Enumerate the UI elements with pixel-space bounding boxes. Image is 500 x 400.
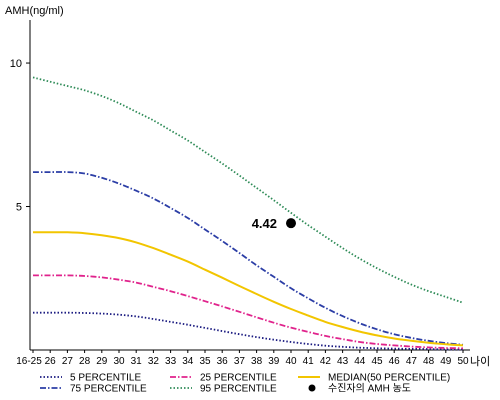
x-tick-label: 30: [113, 356, 125, 367]
x-tick-label: 36: [217, 356, 229, 367]
x-tick-label: 47: [406, 356, 418, 367]
x-axis-label: 나이: [470, 355, 490, 368]
x-ticks: 16-25 26 27 28 29 30 31 32 33 34 35 36 37 38 39 40 41 42 4…: [16, 350, 469, 367]
x-tick-label: 45: [371, 356, 383, 367]
legend-label-0: 5 PERCENTILE: [70, 373, 141, 384]
x-tick-label: 29: [96, 356, 108, 367]
x-tick-label: 44: [354, 356, 366, 367]
series-line-0: [32, 311, 464, 351]
x-tick-label: 43: [337, 356, 349, 367]
x-tick-label: 28: [79, 356, 91, 367]
x-tick-label: 16-25: [16, 356, 42, 367]
series-line-2: [33, 274, 464, 350]
series-lines: [32, 76, 464, 351]
series-line-3: [32, 76, 464, 304]
x-tick-label: 48: [423, 356, 435, 367]
y-tick-label: 10: [10, 58, 22, 70]
y-tick-label: 5: [16, 202, 22, 214]
x-tick-label: 26: [45, 356, 57, 367]
patient-point: 4.42: [252, 216, 296, 231]
y-ticks: 5 10: [10, 58, 30, 214]
axes: [29, 20, 470, 351]
x-tick-label: 34: [182, 356, 194, 367]
x-tick-label: 40: [285, 356, 297, 367]
patient-point-label: 4.42: [252, 216, 277, 231]
legend-label-patient: 수진자의 AMH 농도: [328, 383, 411, 395]
x-tick-label: 46: [389, 356, 401, 367]
legend-label-3: 95 PERCENTILE: [200, 384, 277, 395]
patient-point-marker: [286, 218, 296, 229]
x-tick-label: 50: [457, 356, 469, 367]
legend-label-1: 75 PERCENTILE: [70, 384, 147, 395]
x-tick-label: 35: [199, 356, 211, 367]
x-tick-label: 31: [131, 356, 143, 367]
y-axis-label: AMH(ng/ml): [5, 5, 64, 17]
series-line-4: [32, 231, 464, 347]
x-tick-label: 27: [62, 356, 74, 367]
x-tick-label: 33: [165, 356, 177, 367]
x-tick-label: 32: [148, 356, 160, 367]
x-tick-label: 39: [268, 356, 280, 367]
legend-swatch-patient: [308, 384, 316, 392]
x-tick-label: 49: [440, 356, 452, 367]
x-tick-label: 42: [320, 356, 332, 367]
legend-label-4: MEDIAN(50 PERCENTILE): [328, 373, 450, 384]
x-tick-label: 37: [234, 356, 246, 367]
x-tick-label: 41: [303, 356, 315, 367]
series-line-1: [32, 171, 464, 346]
x-tick-label: 38: [251, 356, 263, 367]
legend-label-2: 25 PERCENTILE: [200, 373, 277, 384]
